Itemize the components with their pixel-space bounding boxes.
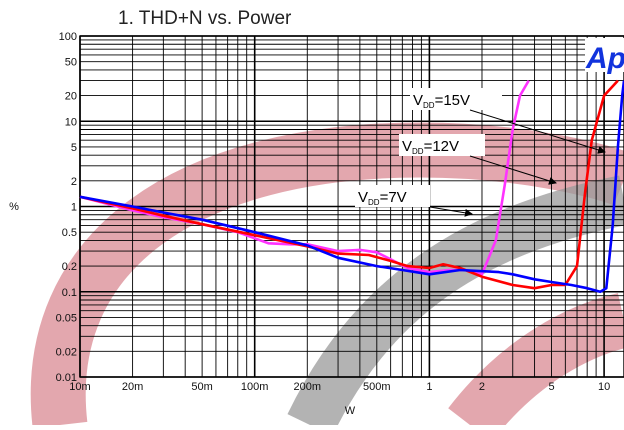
y-tick-label: 0.5 — [62, 227, 77, 239]
watermark-pink-arc-right — [448, 293, 624, 430]
watermark-pink-arc-left — [30, 122, 624, 429]
y-tick-label: 50 — [65, 57, 77, 69]
x-tick-label: 2 — [479, 381, 485, 393]
y-axis-label: % — [9, 201, 19, 213]
annotation-bg — [399, 134, 485, 156]
annotation-label: VDD=12V — [402, 138, 459, 156]
series-annotation: VDD=15V — [410, 88, 606, 154]
x-tick-label: 20m — [122, 381, 143, 393]
y-tick-label: 5 — [71, 142, 77, 154]
y-tick-label: 0.05 — [56, 312, 77, 324]
x-tick-label: 50m — [191, 381, 212, 393]
x-tick-label: 10m — [69, 381, 90, 393]
annotation-label: VDD=7V — [358, 189, 407, 207]
series-line — [79, 80, 624, 294]
series-annotation: VDD=7V — [355, 185, 473, 217]
logo-text: Ap — [585, 42, 624, 75]
y-tick-label: 1 — [71, 202, 77, 214]
x-tick-label: 1 — [426, 381, 432, 393]
y-tick-label: 0.01 — [56, 372, 77, 384]
y-tick-label: 0.2 — [62, 261, 77, 273]
x-tick-label: 200m — [294, 381, 322, 393]
logo-bg — [585, 38, 624, 72]
y-tick-label: 0.02 — [56, 346, 77, 358]
annotation-arrow — [469, 155, 557, 185]
series-annotation: VDD=12V — [399, 134, 557, 185]
x-tick-label: 500m — [363, 381, 391, 393]
x-axis-label: W — [345, 405, 356, 417]
annotation-bg — [410, 88, 502, 110]
y-tick-label: 10 — [65, 116, 77, 128]
series-line — [79, 79, 619, 290]
y-tick-label: 0.1 — [62, 287, 77, 299]
y-tick-label: 100 — [59, 31, 77, 43]
x-tick-label: 10 — [598, 381, 610, 393]
ap-logo: Ap — [585, 38, 624, 75]
annotation-bg — [355, 185, 430, 207]
annotation-arrow — [469, 109, 606, 154]
x-tick-label: 5 — [548, 381, 554, 393]
x-tick-label: 100m — [241, 381, 269, 393]
y-tick-label: 20 — [65, 91, 77, 103]
plot-frame — [79, 35, 624, 378]
annotation-label: VDD=15V — [413, 92, 470, 110]
y-tick-label: 2 — [71, 176, 77, 188]
annotation-arrow — [429, 206, 473, 217]
chart-title: 1. THD+N vs. Power — [118, 8, 292, 29]
